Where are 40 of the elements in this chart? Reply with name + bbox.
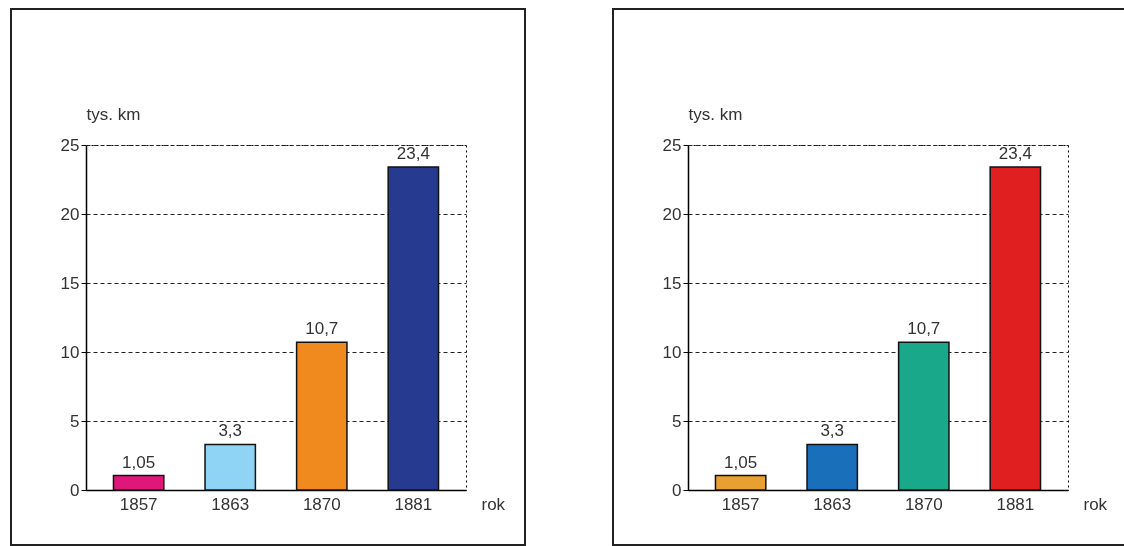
x-tick-label: 1863: [211, 494, 250, 514]
y-tick-label: 5: [70, 411, 80, 431]
bar: [806, 443, 859, 491]
data-label: 10,7: [305, 319, 339, 339]
x-tick-label: 1870: [904, 494, 943, 514]
y-tick-label: 15: [60, 273, 80, 293]
x-axis-title: rok: [1083, 494, 1108, 514]
x-tick-label: 1857: [119, 494, 158, 514]
y-tick-label: 25: [662, 135, 682, 155]
y-tick-label: 20: [60, 204, 80, 224]
bar: [387, 166, 440, 491]
y-axis-title: tys. km: [86, 104, 141, 124]
y-tick-label: 25: [60, 135, 80, 155]
data-label: 23,4: [998, 144, 1032, 164]
bar: [897, 341, 950, 491]
bar: [204, 443, 257, 491]
bar: [112, 474, 165, 491]
y-tick-label: 15: [662, 273, 682, 293]
x-axis-title: rok: [481, 494, 506, 514]
y-tick-label: 10: [662, 342, 682, 362]
data-label: 1,05: [724, 452, 758, 472]
bar: [989, 166, 1042, 491]
data-label: 1,05: [122, 452, 156, 472]
x-tick-label: 1857: [721, 494, 760, 514]
data-label: 10,7: [907, 319, 941, 339]
data-label: 3,3: [820, 421, 845, 441]
y-tick-label: 5: [672, 411, 682, 431]
y-tick-label: 0: [672, 480, 682, 500]
y-tick-label: 0: [70, 480, 80, 500]
data-label: 23,4: [396, 144, 430, 164]
x-tick-label: 1863: [813, 494, 852, 514]
data-label: 3,3: [218, 421, 243, 441]
x-tick-label: 1870: [302, 494, 341, 514]
y-tick-label: 20: [662, 204, 682, 224]
y-tick-label: 10: [60, 342, 80, 362]
x-tick-label: 1881: [996, 494, 1035, 514]
bar: [295, 341, 348, 491]
bar: [714, 474, 767, 491]
y-axis-title: tys. km: [688, 104, 743, 124]
x-tick-label: 1881: [394, 494, 433, 514]
